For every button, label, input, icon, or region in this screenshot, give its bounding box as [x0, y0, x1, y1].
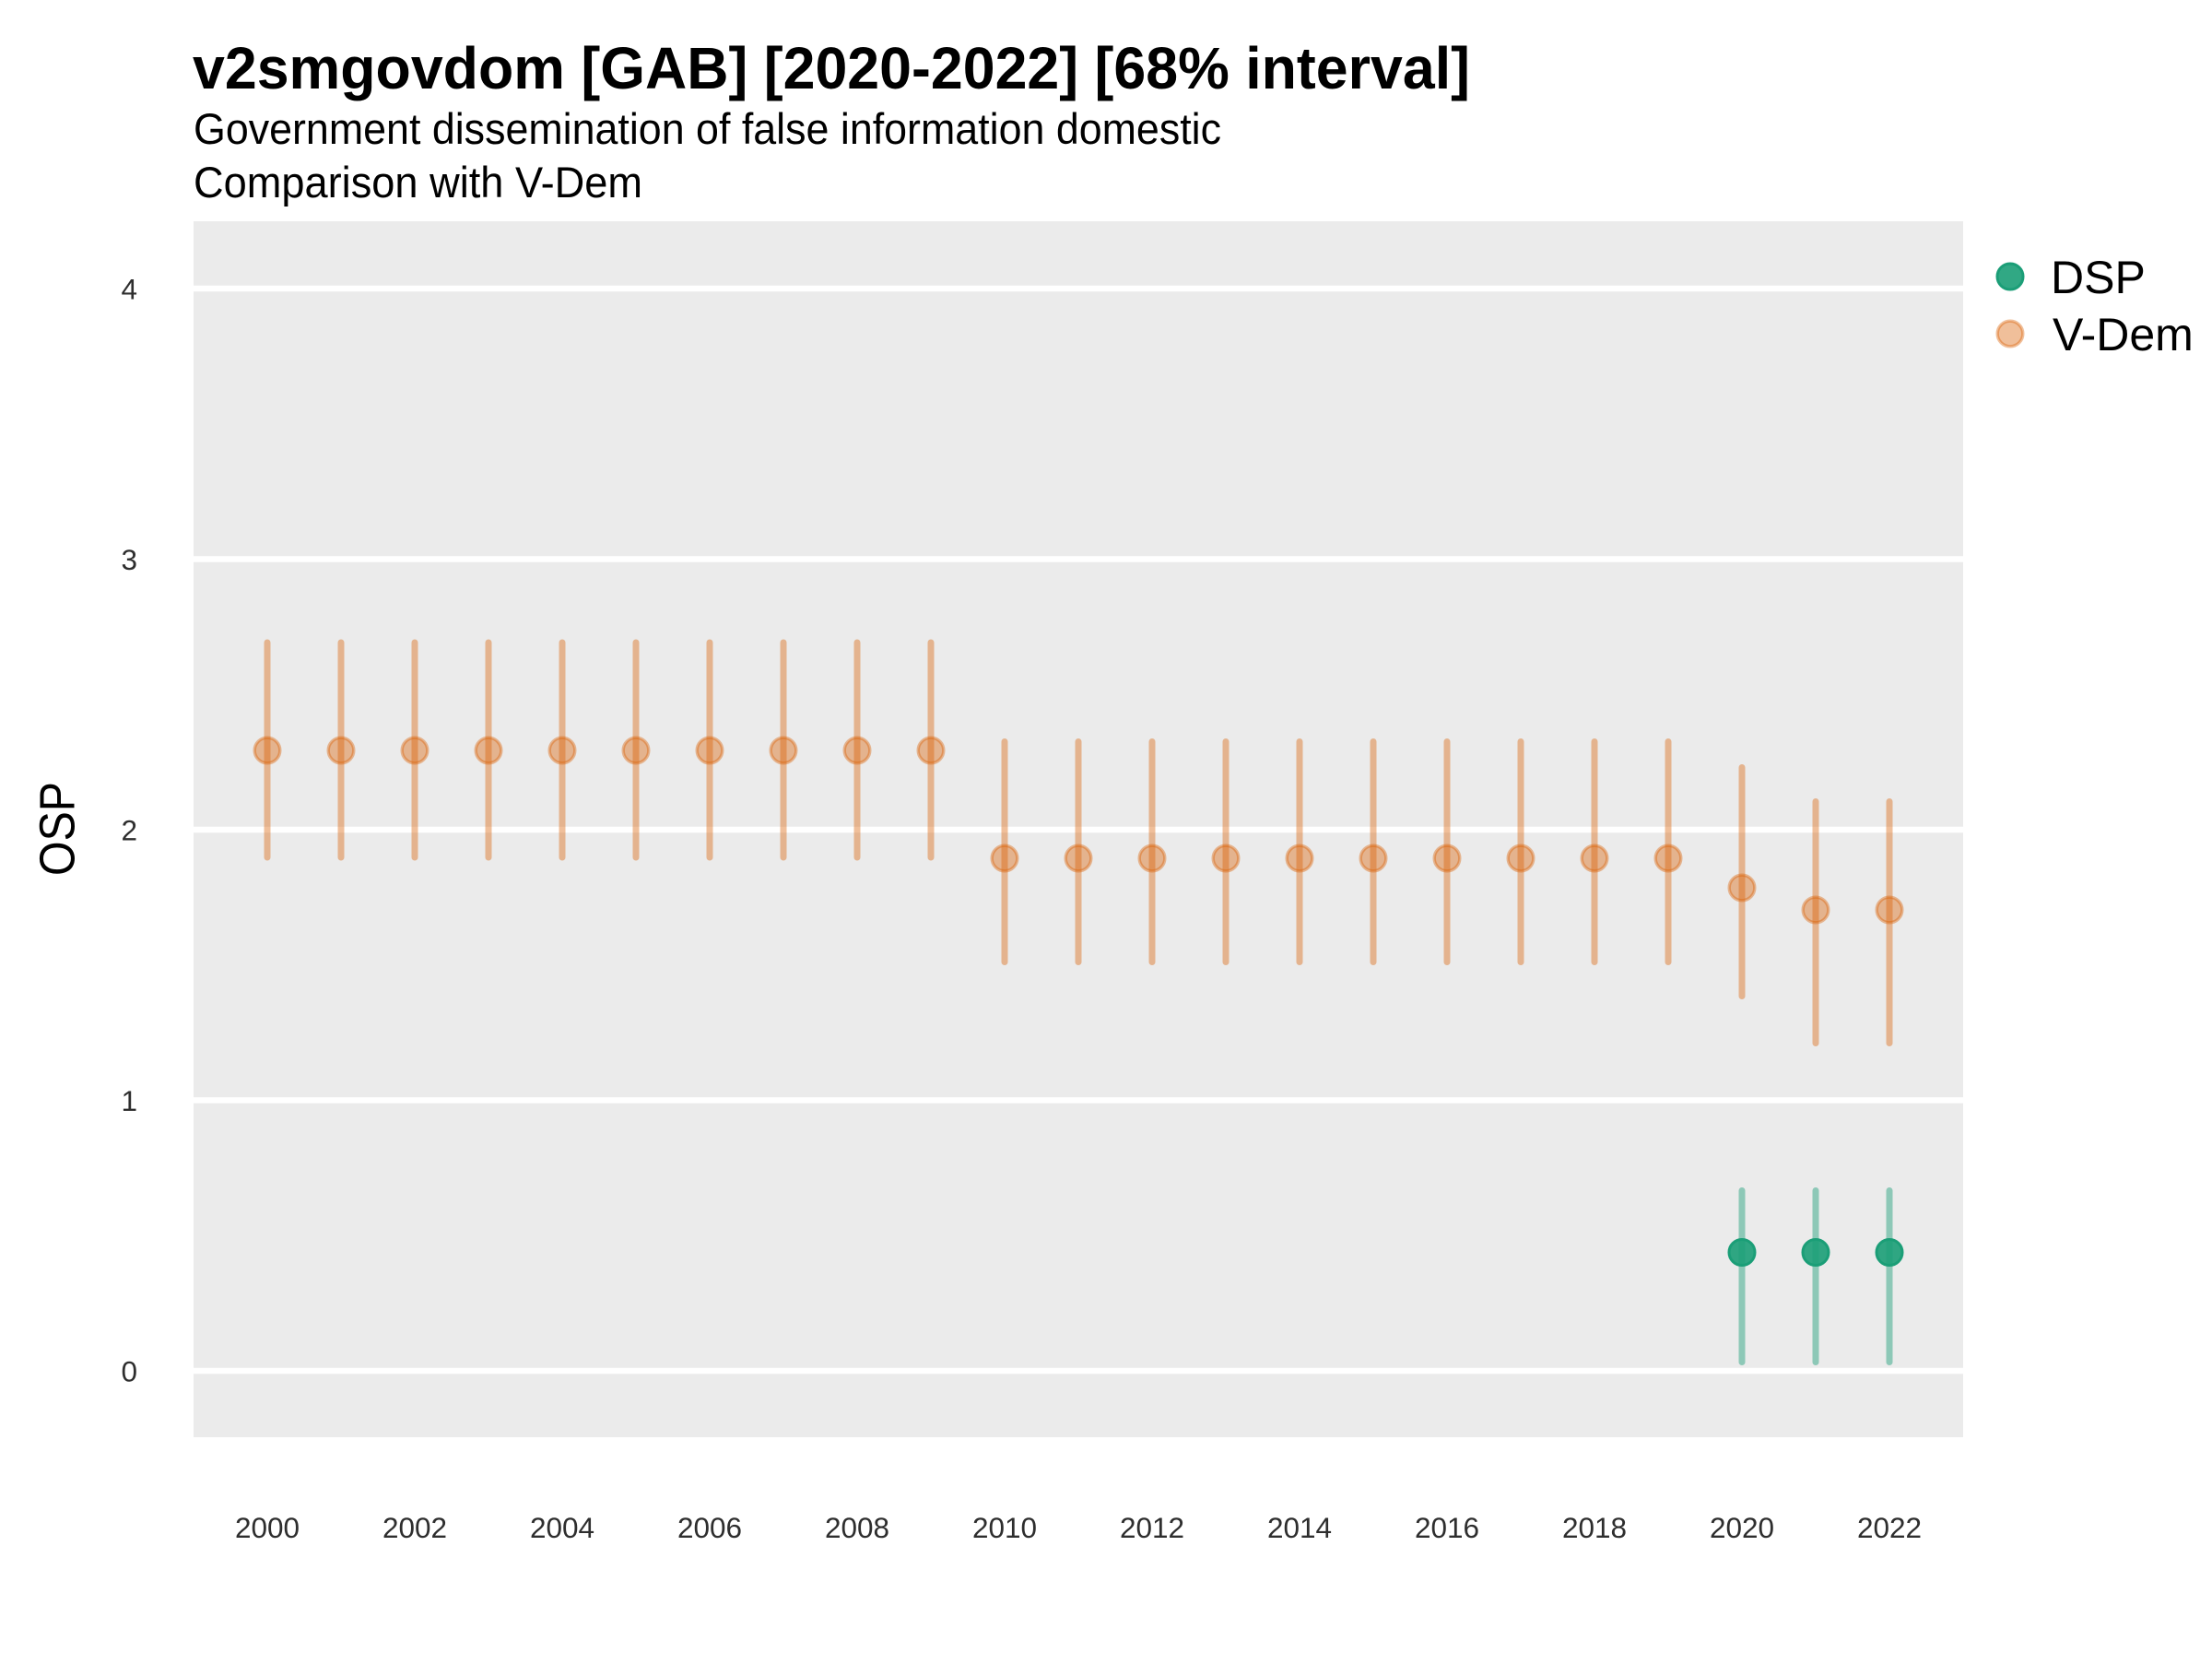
svg-text:2006: 2006	[677, 1511, 742, 1544]
svg-text:2: 2	[121, 813, 137, 846]
svg-text:3: 3	[121, 543, 137, 576]
svg-text:v2smgovdom [GAB] [2020-2022] [: v2smgovdom [GAB] [2020-2022] [68% interv…	[193, 35, 1470, 101]
svg-text:DSP: DSP	[2051, 252, 2146, 303]
svg-text:2020: 2020	[1710, 1511, 1774, 1544]
svg-text:2008: 2008	[825, 1511, 889, 1544]
svg-text:2016: 2016	[1415, 1511, 1479, 1544]
svg-text:2022: 2022	[1857, 1511, 1922, 1544]
svg-text:Comparison with V-Dem: Comparison with V-Dem	[194, 158, 642, 207]
svg-text:2018: 2018	[1562, 1511, 1627, 1544]
svg-text:2012: 2012	[1120, 1511, 1184, 1544]
svg-text:2000: 2000	[235, 1511, 300, 1544]
svg-text:OSP: OSP	[30, 782, 86, 876]
svg-text:V-Dem: V-Dem	[2053, 309, 2194, 360]
svg-text:2014: 2014	[1267, 1511, 1332, 1544]
svg-text:0: 0	[121, 1354, 137, 1387]
svg-text:4: 4	[121, 272, 137, 305]
svg-text:2010: 2010	[972, 1511, 1037, 1544]
svg-text:2004: 2004	[530, 1511, 594, 1544]
svg-text:2002: 2002	[382, 1511, 447, 1544]
svg-text:1: 1	[121, 1084, 137, 1117]
svg-text:Government dissemination of fa: Government dissemination of false inform…	[194, 104, 1221, 153]
